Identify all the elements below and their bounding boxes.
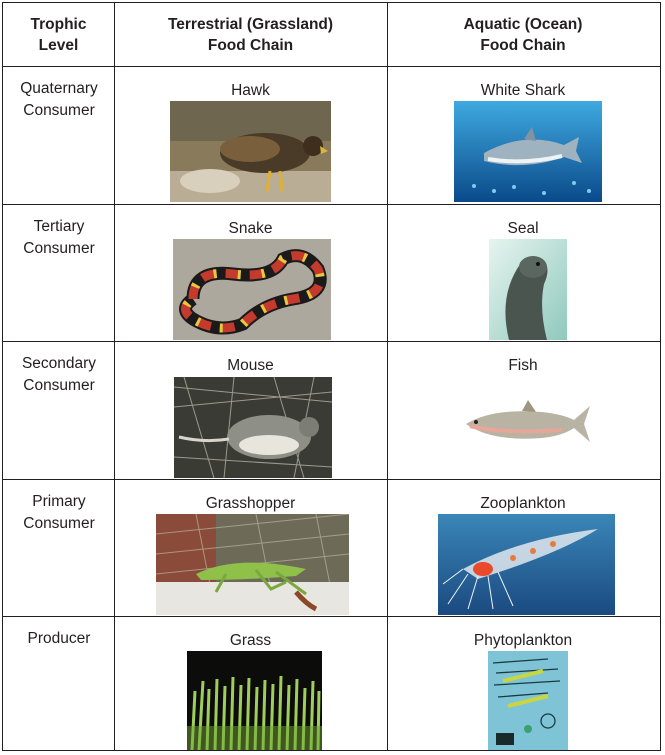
header-row: Trophic Level Terrestrial (Grassland) Food… (3, 3, 660, 66)
trophic-level-label: Primary Consumer (23, 493, 95, 532)
mouse-photo (174, 377, 332, 478)
column-divider (114, 3, 115, 750)
snake-photo (173, 239, 331, 340)
header-trophic-line1: Trophic (30, 15, 87, 33)
trophic-level-label: Producer (27, 630, 91, 647)
aquatic-organism-label: Seal (507, 220, 539, 237)
column-divider (387, 3, 388, 750)
header-aquatic-line2: Food Chain (480, 36, 566, 54)
trophic-level-label: Tertiary Consumer (23, 218, 95, 257)
table-row: Primary Consumer Grasshopper Zooplankton (3, 479, 660, 616)
fish-photo (462, 394, 594, 454)
header-trophic-line2: Level (38, 36, 79, 54)
seal-photo (489, 239, 567, 340)
header-terrestrial-line1: Terrestrial (Grassland) (167, 15, 334, 33)
aquatic-organism-label: Fish (508, 357, 538, 374)
table-row: Quaternary Consumer Hawk White Shark (3, 66, 660, 204)
table-row: Tertiary Consumer Snake Seal (3, 204, 660, 341)
trophic-level-label: Secondary Consumer (21, 355, 97, 394)
white-shark-photo (454, 101, 602, 202)
header-aquatic-line1: Aquatic (Ocean) (463, 15, 583, 33)
table-row: Secondary Consumer Mouse Fish (3, 341, 660, 479)
header-aquatic: Aquatic (Ocean) Food Chain (387, 3, 659, 66)
zooplankton-photo (438, 514, 615, 615)
header-terrestrial: Terrestrial (Grassland) Food Chain (114, 3, 387, 66)
terrestrial-organism-label: Hawk (231, 82, 270, 99)
terrestrial-organism-label: Snake (228, 220, 273, 237)
grasshopper-photo (156, 514, 349, 615)
aquatic-organism-label: Zooplankton (480, 495, 566, 512)
header-trophic-level: Trophic Level (3, 3, 114, 66)
table-row: Producer Grass Phytoplankton (3, 616, 660, 752)
trophic-level-label: Quaternary Consumer (20, 80, 98, 119)
terrestrial-organism-label: Grass (229, 632, 272, 649)
aquatic-organism-label: White Shark (480, 82, 566, 99)
terrestrial-organism-label: Mouse (227, 357, 274, 374)
header-terrestrial-line2: Food Chain (207, 36, 294, 54)
grass-photo (187, 651, 322, 750)
hawk-photo (170, 101, 331, 202)
aquatic-organism-label: Phytoplankton (473, 632, 573, 649)
terrestrial-organism-label: Grasshopper (205, 495, 296, 512)
phytoplankton-photo (488, 651, 568, 750)
